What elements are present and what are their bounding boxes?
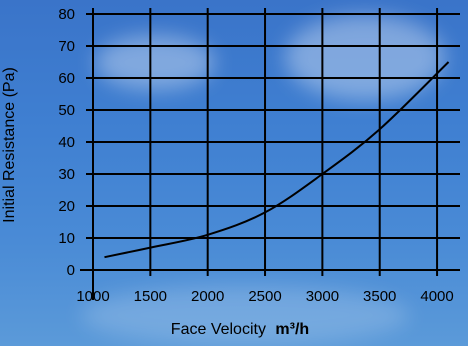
- x-axis-label-unit: m³/h: [275, 321, 309, 338]
- cloud-left: [95, 35, 215, 90]
- x-tick-label-1500: 1500: [134, 288, 167, 305]
- tick-labels: 0 10 20 30 40 50 60 70 80 1000 1500 2000 2500 3000 350…: [58, 6, 453, 305]
- y-axis-label: Initial Resistance (Pa): [1, 67, 18, 223]
- y-tick-label-60: 60: [58, 70, 75, 87]
- y-tick-label-50: 50: [58, 102, 75, 119]
- y-tick-label-0: 0: [67, 262, 75, 279]
- x-tick-label-3000: 3000: [306, 288, 339, 305]
- y-tick-label-30: 30: [58, 166, 75, 183]
- x-axis-label: Face Velocity m³/h: [171, 321, 309, 338]
- grid: [86, 8, 460, 276]
- series-layer: [104, 61, 450, 259]
- cloud-right: [285, 15, 445, 100]
- cloud-bottom: [80, 285, 410, 345]
- series-line-0: [104, 61, 450, 259]
- x-tick-label-3500: 3500: [363, 288, 396, 305]
- y-tick-label-40: 40: [58, 134, 75, 151]
- axes: [80, 8, 460, 300]
- x-axis-label-text: Face Velocity: [171, 321, 266, 338]
- x-tick-label-1000: 1000: [76, 288, 109, 305]
- y-tick-label-20: 20: [58, 198, 75, 215]
- y-tick-label-10: 10: [58, 230, 75, 247]
- x-tick-label-2000: 2000: [191, 288, 224, 305]
- x-tick-label-4000: 4000: [420, 288, 453, 305]
- x-tick-label-2500: 2500: [248, 288, 281, 305]
- y-tick-label-80: 80: [58, 6, 75, 23]
- y-tick-label-70: 70: [58, 38, 75, 55]
